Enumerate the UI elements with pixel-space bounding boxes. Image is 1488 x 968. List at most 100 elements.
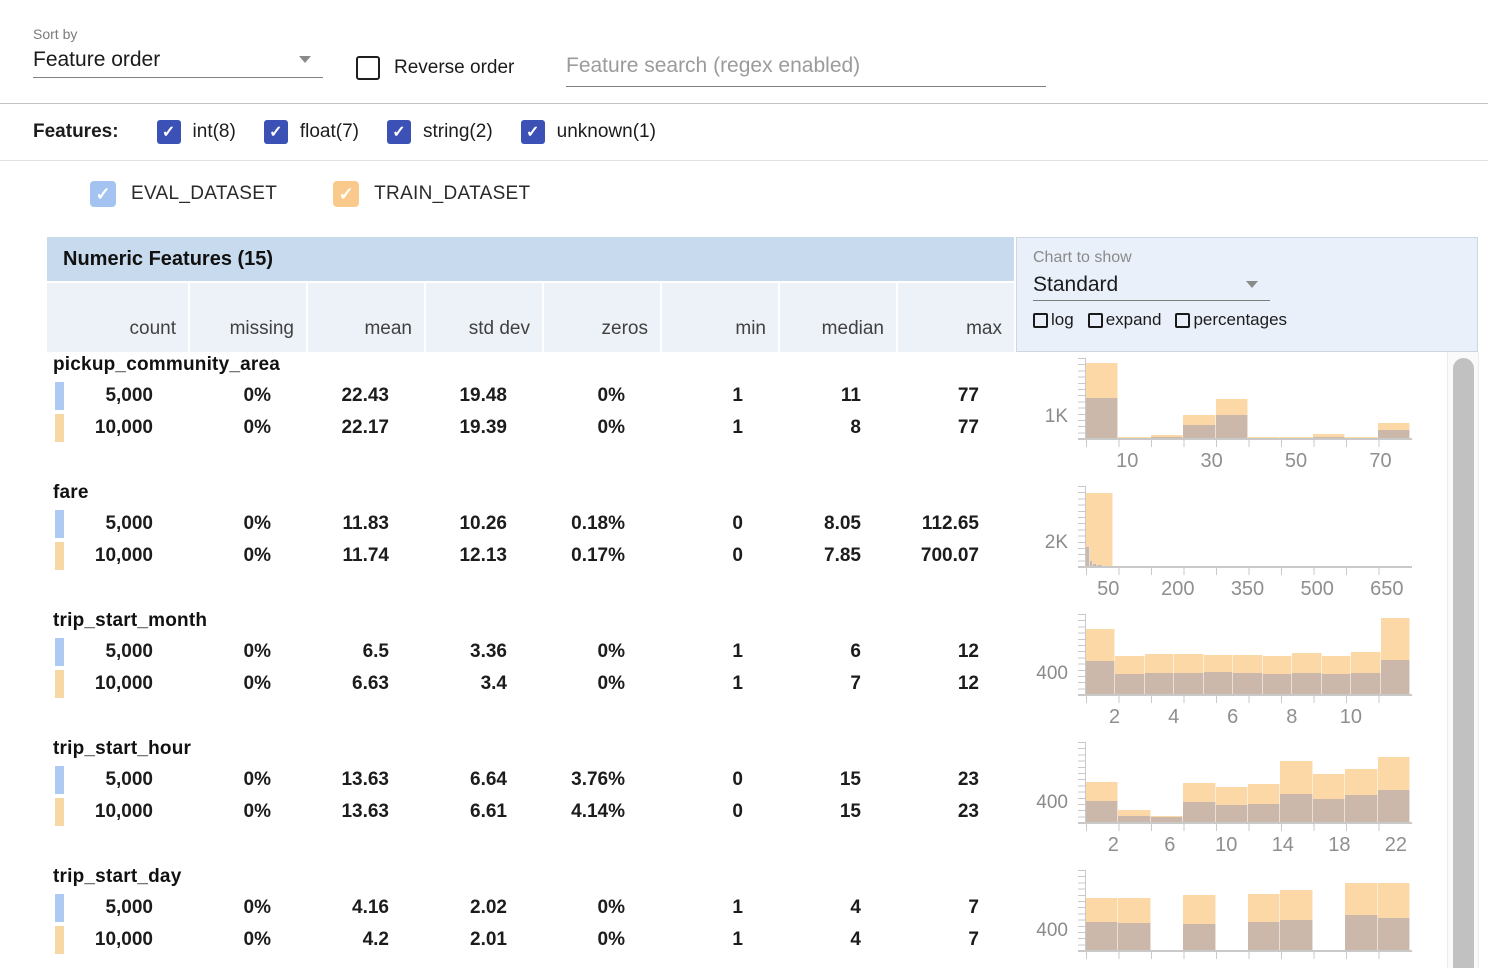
stat-cell-std-dev: 6.64 (401, 764, 519, 796)
filter-checkbox-unknown[interactable]: ✓ (521, 120, 545, 144)
stat-cell-zeros: 0.18% (519, 508, 637, 540)
filter-label: float(7) (300, 121, 359, 143)
stat-cell-min: 0 (637, 764, 755, 796)
eval-overlap-bar (1216, 415, 1248, 438)
stat-cell-count: 5,000 (47, 892, 165, 924)
eval-overlap-bar (1263, 674, 1292, 694)
x-tick-label: 70 (1369, 450, 1391, 473)
stat-cell-min: 1 (637, 412, 755, 444)
reverse-order-checkbox[interactable] (356, 56, 380, 80)
column-header-std-dev: std dev (424, 283, 542, 352)
filter-checkbox-int[interactable]: ✓ (157, 120, 181, 144)
stat-cell-std-dev: 2.02 (401, 892, 519, 924)
histogram-charts: 1K103050702K5020035050065040024681040026… (1016, 352, 1478, 968)
filter-checkbox-string[interactable]: ✓ (387, 120, 411, 144)
stat-cell-std-dev: 19.48 (401, 380, 519, 412)
y-axis-label: 400 (1016, 663, 1068, 685)
x-axis-ticks (1086, 440, 1410, 447)
stat-cell-min: 1 (637, 924, 755, 956)
sort-by-select[interactable]: Feature order (33, 42, 323, 78)
feature-search-input[interactable] (566, 50, 1046, 87)
table-row: 5,0000%11.8310.260.18%08.05112.65 (47, 508, 1014, 540)
column-header-max: max (896, 283, 1014, 352)
chart-option-checkbox-percentages[interactable] (1175, 313, 1190, 328)
stat-cell-mean: 13.63 (283, 764, 401, 796)
histogram-chart-pickup_community_area: 1K10305070 (1016, 352, 1478, 480)
train-dataset-swatch (55, 414, 64, 442)
facets-overview-app: Sort by Feature order Reverse order Feat… (0, 0, 1488, 968)
stat-cell-zeros: 0% (519, 636, 637, 668)
numeric-features-header: Numeric Features (15) (47, 237, 1014, 281)
y-axis-ticks (1078, 614, 1085, 694)
eval-overlap-bar (1345, 915, 1377, 950)
reverse-order-label: Reverse order (394, 57, 514, 79)
train-bar (1086, 493, 1113, 567)
stat-cell-missing: 0% (165, 412, 283, 444)
chevron-down-icon (299, 56, 311, 63)
column-header-zeros: zeros (542, 283, 660, 352)
filter-label: string(2) (423, 121, 493, 143)
eval-dataset-swatch (55, 510, 64, 538)
stat-cell-max: 23 (873, 764, 991, 796)
stat-cell-max: 23 (873, 796, 991, 828)
table-row: 10,0000%13.636.614.14%01523 (47, 796, 1014, 828)
table-row: 5,0000%4.162.020%147 (47, 892, 1014, 924)
chart-option-log: log (1033, 310, 1074, 330)
chart-option-expand: expand (1088, 310, 1162, 330)
eval-overlap-bar (1086, 801, 1118, 822)
stat-cell-median: 11 (755, 380, 873, 412)
eval-dataset-swatch (55, 638, 64, 666)
feature-search-group (566, 50, 1046, 87)
stat-cell-missing: 0% (165, 508, 283, 540)
chart-type-select-group: Standard (1033, 269, 1270, 301)
eval-overlap-bar (1345, 795, 1377, 822)
dataset-checkbox-train_dataset[interactable]: ✓ (333, 181, 359, 207)
stat-cell-count: 10,000 (47, 540, 165, 572)
toolbar: Sort by Feature order Reverse order (0, 0, 1488, 104)
feature-blocks: pickup_community_area5,0000%22.4319.480%… (47, 354, 1014, 968)
feature-name: pickup_community_area (47, 354, 1014, 380)
eval-overlap-bar (1216, 805, 1248, 822)
y-axis-ticks (1078, 870, 1085, 950)
x-tick-label: 8 (1286, 706, 1297, 729)
stat-cell-count: 10,000 (47, 412, 165, 444)
stat-cell-mean: 11.83 (283, 508, 401, 540)
table-row: 5,0000%6.53.360%1612 (47, 636, 1014, 668)
eval-overlap-bar (1086, 661, 1115, 694)
filters-caption: Features: (33, 121, 119, 143)
column-header-mean: mean (306, 283, 424, 352)
stat-cell-max: 77 (873, 380, 991, 412)
eval-dataset-swatch (55, 894, 64, 922)
chart-option-checkbox-log[interactable] (1033, 313, 1048, 328)
stat-cell-missing: 0% (165, 796, 283, 828)
stat-cell-zeros: 0% (519, 892, 637, 924)
stat-cell-median: 7.85 (755, 540, 873, 572)
chart-option-checkbox-expand[interactable] (1088, 313, 1103, 328)
stat-cell-min: 1 (637, 892, 755, 924)
stat-cell-max: 77 (873, 412, 991, 444)
chart-type-select[interactable]: Standard (1033, 269, 1270, 301)
stat-cell-median: 15 (755, 796, 873, 828)
stat-cell-std-dev: 3.36 (401, 636, 519, 668)
stat-cell-min: 1 (637, 668, 755, 700)
stat-cell-zeros: 3.76% (519, 764, 637, 796)
train-dataset-swatch (55, 670, 64, 698)
feature-block-trip_start_month: trip_start_month5,0000%6.53.360%161210,0… (47, 610, 1014, 738)
vertical-scrollbar[interactable] (1447, 352, 1479, 968)
scrollbar-thumb[interactable] (1453, 358, 1474, 968)
stat-cell-max: 12 (873, 636, 991, 668)
filter-label: unknown(1) (557, 121, 656, 143)
histogram-chart-fare: 2K50200350500650 (1016, 480, 1478, 608)
x-tick-label: 650 (1370, 578, 1403, 601)
x-tick-label: 2 (1108, 834, 1119, 857)
eval-overlap-bar (1381, 660, 1410, 694)
eval-dataset-swatch (55, 382, 64, 410)
dataset-checkbox-eval_dataset[interactable]: ✓ (90, 181, 116, 207)
x-tick-label: 200 (1161, 578, 1194, 601)
chart-type-value: Standard (1033, 273, 1118, 297)
filter-checkbox-float[interactable]: ✓ (264, 120, 288, 144)
stat-cell-std-dev: 12.13 (401, 540, 519, 572)
stat-cell-missing: 0% (165, 892, 283, 924)
column-header-count: count (47, 283, 188, 352)
train-dataset-swatch (55, 542, 64, 570)
